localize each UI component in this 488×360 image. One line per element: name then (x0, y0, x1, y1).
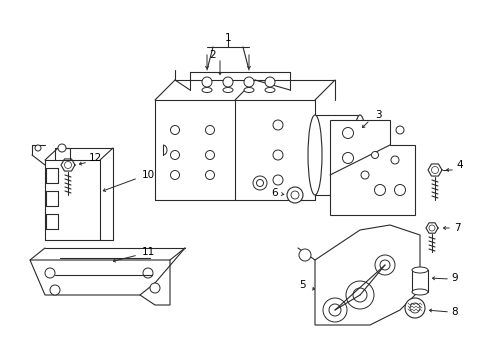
Circle shape (374, 184, 385, 195)
Text: 8: 8 (451, 307, 457, 317)
Circle shape (252, 176, 266, 190)
Polygon shape (314, 225, 419, 325)
Circle shape (264, 77, 274, 87)
Circle shape (170, 126, 179, 135)
Ellipse shape (355, 132, 363, 177)
Circle shape (352, 288, 366, 302)
Circle shape (428, 225, 434, 231)
Circle shape (328, 304, 340, 316)
Circle shape (374, 255, 394, 275)
Ellipse shape (352, 115, 366, 195)
Circle shape (286, 187, 303, 203)
Polygon shape (329, 120, 414, 215)
Ellipse shape (307, 115, 321, 195)
Text: 10: 10 (141, 170, 154, 180)
Circle shape (205, 171, 214, 180)
Circle shape (394, 184, 405, 195)
Circle shape (142, 268, 153, 278)
Text: 3: 3 (374, 110, 381, 120)
Circle shape (205, 126, 214, 135)
Text: 12: 12 (88, 153, 102, 163)
Circle shape (346, 281, 373, 309)
Circle shape (272, 175, 283, 185)
Circle shape (272, 120, 283, 130)
Circle shape (342, 127, 353, 139)
Circle shape (371, 152, 378, 158)
Circle shape (404, 298, 424, 318)
Ellipse shape (264, 87, 274, 93)
Circle shape (45, 268, 55, 278)
Text: 9: 9 (451, 273, 457, 283)
Circle shape (290, 191, 298, 199)
Text: 1: 1 (224, 33, 231, 43)
Circle shape (205, 150, 214, 159)
Circle shape (202, 77, 212, 87)
Circle shape (223, 77, 232, 87)
Circle shape (390, 156, 398, 164)
Circle shape (379, 260, 389, 270)
Circle shape (64, 162, 71, 168)
Circle shape (342, 153, 353, 163)
Ellipse shape (411, 289, 427, 295)
Circle shape (323, 298, 346, 322)
Circle shape (244, 77, 253, 87)
Circle shape (58, 144, 66, 152)
Circle shape (35, 145, 41, 151)
Text: 5: 5 (298, 280, 305, 290)
Text: 6: 6 (271, 188, 278, 198)
Circle shape (430, 166, 438, 174)
Text: 4: 4 (456, 160, 462, 170)
Text: 2: 2 (209, 50, 216, 60)
Circle shape (298, 249, 310, 261)
Circle shape (409, 303, 419, 313)
Circle shape (360, 171, 368, 179)
Circle shape (150, 283, 160, 293)
Circle shape (170, 150, 179, 159)
Polygon shape (30, 260, 170, 305)
Text: 11: 11 (141, 247, 154, 257)
Text: 7: 7 (453, 223, 459, 233)
Bar (411, 270, 427, 292)
Ellipse shape (411, 267, 427, 273)
Circle shape (272, 150, 283, 160)
Ellipse shape (244, 87, 253, 93)
Ellipse shape (223, 87, 232, 93)
Circle shape (50, 285, 60, 295)
Ellipse shape (202, 87, 212, 93)
Circle shape (395, 126, 403, 134)
Circle shape (170, 171, 179, 180)
Circle shape (256, 180, 263, 186)
